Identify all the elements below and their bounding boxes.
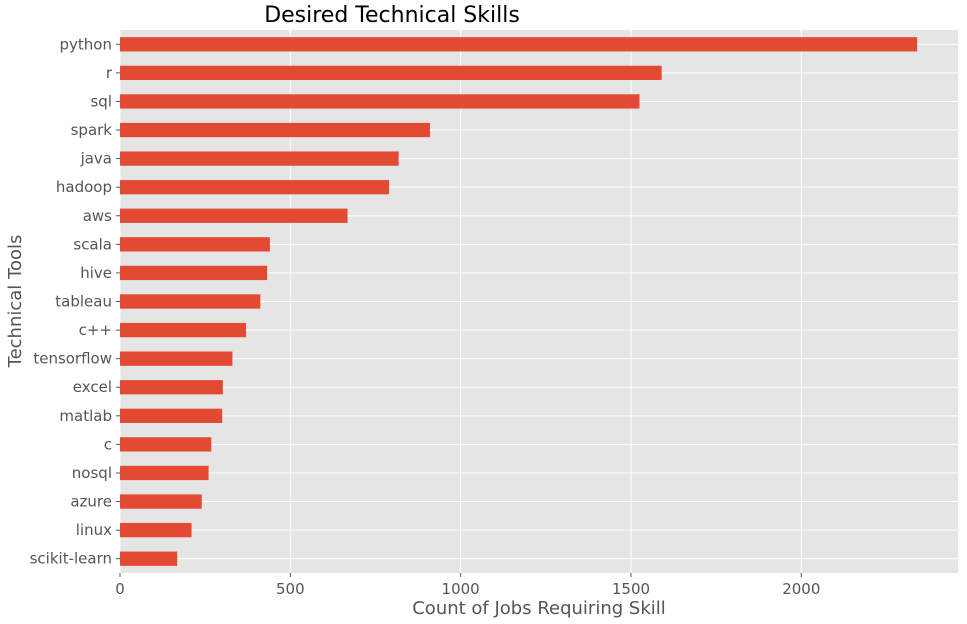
bar-c- — [120, 322, 247, 338]
x-tick-label: 1500 — [612, 580, 650, 598]
y-tick-label: hadoop — [56, 178, 112, 196]
bar-matlab — [120, 408, 223, 423]
y-tick-label: scala — [73, 235, 112, 253]
bar-c — [120, 437, 212, 452]
bar-java — [120, 151, 399, 166]
x-axis-tick-labels: 0 500 1000 1500 2000 — [115, 573, 820, 598]
y-tick-label: linux — [76, 521, 112, 539]
x-tick-label: 2000 — [782, 580, 820, 598]
chart-title: Desired Technical Skills — [264, 3, 520, 28]
bar-excel — [120, 380, 223, 395]
y-tick-label: hive — [80, 264, 112, 282]
bar-python — [120, 37, 918, 52]
y-tick-label: r — [106, 64, 113, 82]
y-tick-label: python — [60, 35, 112, 53]
y-tick-label: java — [80, 150, 112, 168]
bar-hadoop — [120, 180, 390, 195]
bar-linux — [120, 522, 192, 538]
y-tick-label: tensorflow — [33, 350, 112, 368]
x-axis-title: Count of Jobs Requiring Skill — [412, 598, 666, 619]
y-axis-tick-labels: python r sql spark java hadoop aws scala hive tab… — [30, 35, 120, 568]
bar-tableau — [120, 294, 261, 309]
bar-sql — [120, 94, 640, 109]
y-tick-label: matlab — [59, 407, 112, 425]
y-tick-label: sql — [90, 92, 112, 110]
y-tick-label: excel — [73, 378, 112, 396]
y-tick-label: c — [104, 435, 112, 453]
bar-scala — [120, 237, 270, 252]
y-axis-title: Technical Tools — [5, 235, 26, 369]
y-tick-label: tableau — [55, 293, 112, 311]
y-tick-label: nosql — [72, 464, 112, 482]
x-tick-label: 500 — [276, 580, 305, 598]
y-tick-label: scikit-learn — [30, 550, 112, 568]
x-tick-label: 1000 — [442, 580, 480, 598]
bar-scikit-learn — [120, 551, 178, 566]
bar-azure — [120, 494, 202, 509]
bar-hive — [120, 265, 268, 281]
bar-spark — [120, 122, 430, 138]
bar-aws — [120, 208, 348, 223]
bar-tensorflow — [120, 351, 233, 366]
bars — [120, 37, 918, 566]
bar-r — [120, 65, 662, 81]
y-tick-label: c++ — [79, 321, 112, 339]
y-tick-label: spark — [71, 121, 113, 139]
bar-nosql — [120, 465, 209, 481]
y-tick-label: aws — [83, 207, 112, 225]
y-tick-label: azure — [70, 493, 112, 511]
x-tick-label: 0 — [115, 580, 125, 598]
